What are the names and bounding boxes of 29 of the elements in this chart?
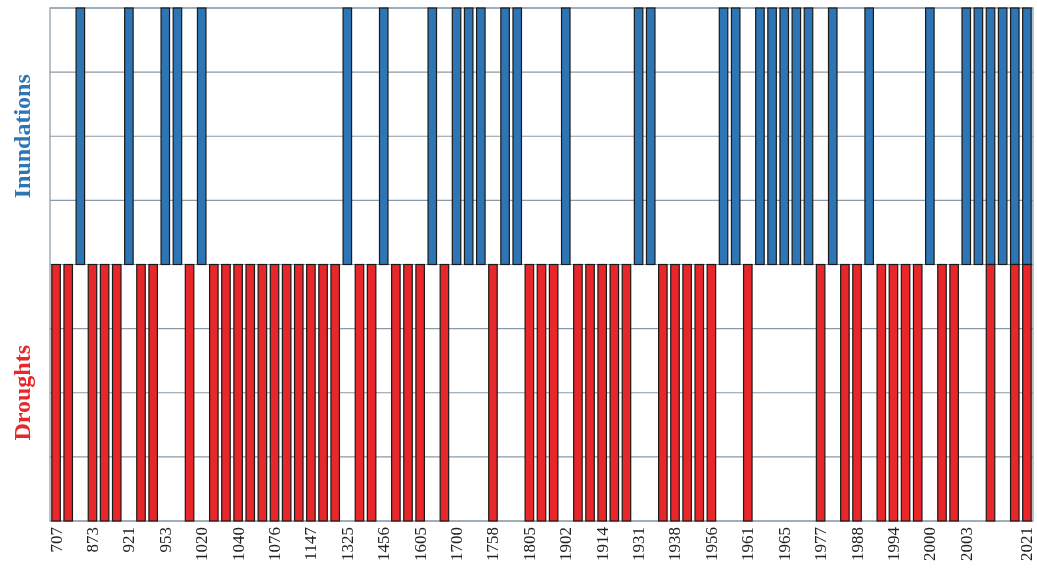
x-tick-label: 1805 bbox=[519, 527, 539, 561]
x-tick-label: 921 bbox=[119, 527, 139, 553]
x-tick-label: 1020 bbox=[192, 527, 212, 561]
x-tick-label: 1938 bbox=[665, 527, 685, 561]
x-tick-label: 873 bbox=[82, 527, 102, 553]
x-tick-label: 1076 bbox=[265, 527, 285, 561]
x-tick-label: 1977 bbox=[811, 526, 831, 561]
x-tick-label: 1988 bbox=[847, 527, 867, 561]
x-tick-label: 1456 bbox=[374, 527, 394, 561]
x-tick-label: 1902 bbox=[556, 527, 576, 561]
x-tick-label: 2000 bbox=[920, 527, 940, 561]
x-tick-label: 1961 bbox=[738, 527, 758, 561]
x-tick-label: 1147 bbox=[301, 526, 321, 561]
x-tick-label: 1931 bbox=[629, 527, 649, 561]
x-tick-label: 953 bbox=[155, 527, 175, 553]
x-tick-label: 2003 bbox=[956, 527, 976, 561]
x-tick-label: 1700 bbox=[447, 527, 467, 561]
x-tick-label: 1914 bbox=[592, 526, 612, 561]
text: Droughts bbox=[9, 344, 35, 441]
x-tick-label: 1040 bbox=[228, 527, 248, 561]
x-tick-label: 1605 bbox=[410, 527, 430, 561]
x-tick-label: 1758 bbox=[483, 527, 503, 561]
x-tick-label: 707 bbox=[46, 526, 66, 553]
text: Inundations bbox=[9, 74, 35, 199]
x-tick-label: 1325 bbox=[337, 527, 357, 561]
x-tick-label: 1994 bbox=[883, 526, 903, 561]
x-tick-label: 1965 bbox=[774, 527, 794, 561]
x-tick-label: 1956 bbox=[701, 527, 721, 561]
x-tick-label: 2021 bbox=[1017, 527, 1037, 561]
